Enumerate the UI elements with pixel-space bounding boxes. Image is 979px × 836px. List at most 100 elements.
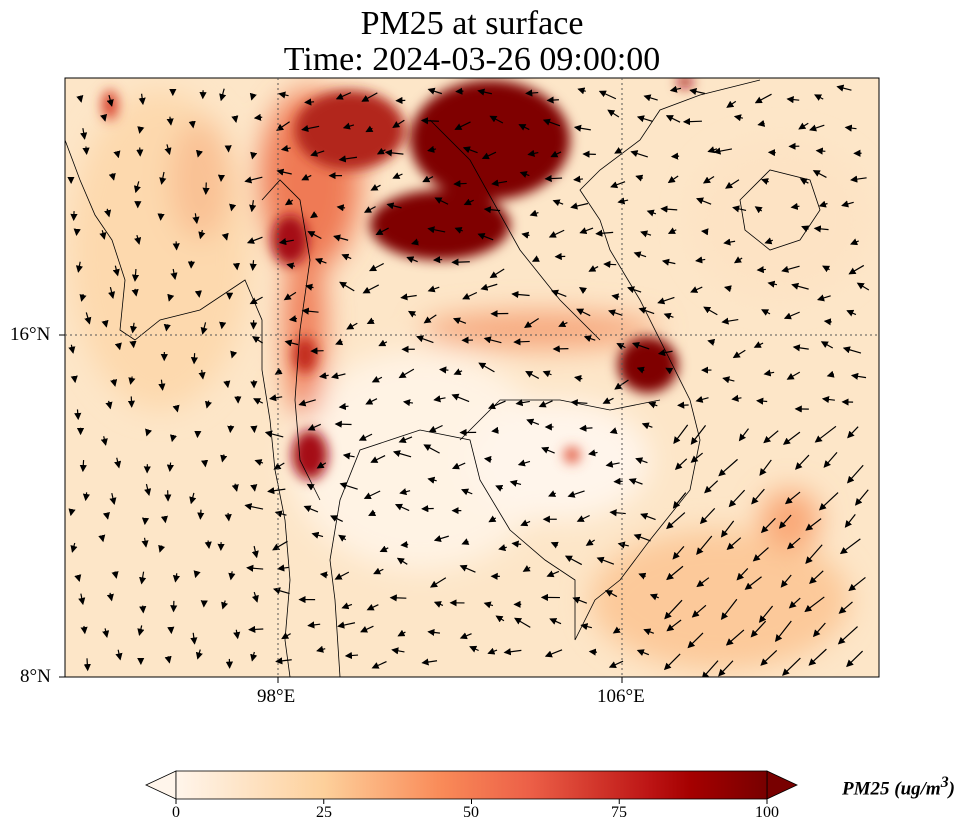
wind-arrow bbox=[246, 236, 263, 244]
wind-arrow bbox=[82, 492, 91, 502]
wind-arrow bbox=[786, 537, 801, 550]
wind-arrow bbox=[70, 542, 78, 553]
wind-arrow bbox=[812, 170, 827, 178]
wind-arrow bbox=[111, 571, 119, 579]
wind-arrow bbox=[491, 426, 499, 434]
wind-arrow bbox=[495, 615, 505, 623]
coastlines-borders bbox=[65, 79, 821, 677]
wind-arrow bbox=[198, 229, 206, 240]
wind-arrow bbox=[733, 114, 743, 122]
wind-arrow bbox=[579, 227, 594, 235]
wind-arrow bbox=[609, 509, 626, 517]
wind-arrow bbox=[529, 209, 539, 217]
wind-arrow bbox=[110, 378, 118, 387]
wind-arrow bbox=[194, 290, 202, 298]
wind-arrow bbox=[335, 338, 344, 346]
wind-arrow bbox=[588, 648, 597, 656]
wind-arrow bbox=[520, 519, 531, 527]
wind-arrow bbox=[781, 265, 800, 273]
wind-arrow bbox=[251, 545, 259, 559]
wind-arrow bbox=[646, 209, 657, 217]
wind-arrow bbox=[360, 625, 374, 633]
wind-arrow bbox=[106, 592, 114, 602]
wind-arrow bbox=[113, 150, 121, 159]
wind-arrow bbox=[631, 341, 650, 350]
wind-arrow bbox=[337, 621, 356, 629]
wind-arrow bbox=[427, 145, 437, 153]
wind-arrow bbox=[640, 512, 656, 521]
wind-arrow bbox=[823, 318, 832, 326]
wind-arrow bbox=[666, 619, 682, 632]
wind-arrow bbox=[83, 658, 91, 672]
wind-arrow bbox=[166, 462, 174, 472]
wind-arrow bbox=[231, 115, 239, 124]
wind-arrow bbox=[74, 574, 82, 583]
wind-arrow bbox=[105, 400, 113, 410]
wind-arrow bbox=[764, 237, 774, 245]
wind-arrow bbox=[411, 238, 419, 246]
wind-arrow bbox=[433, 535, 449, 543]
wind-arrow bbox=[190, 353, 198, 365]
wind-arrow bbox=[386, 202, 402, 210]
wind-arrow bbox=[477, 88, 492, 96]
wind-arrow bbox=[753, 341, 764, 348]
wind-arrow bbox=[249, 260, 257, 271]
wind-arrow bbox=[837, 626, 858, 645]
wind-arrow bbox=[477, 232, 494, 241]
wind-arrow bbox=[391, 647, 405, 655]
wind-arrow bbox=[754, 93, 772, 104]
wind-arrow bbox=[610, 181, 626, 189]
wind-arrow bbox=[249, 200, 257, 213]
wind-arrow bbox=[422, 175, 434, 183]
wind-arrow bbox=[814, 94, 824, 101]
wind-arrow bbox=[489, 115, 504, 124]
wind-arrow bbox=[272, 587, 290, 595]
wind-arrow bbox=[267, 487, 286, 495]
wind-arrow bbox=[689, 88, 706, 96]
wind-arrow bbox=[636, 115, 653, 123]
wind-arrow bbox=[392, 450, 412, 458]
wind-arrow bbox=[548, 490, 557, 497]
wind-arrow bbox=[334, 571, 350, 580]
wind-arrow bbox=[760, 649, 778, 666]
wind-arrow bbox=[564, 555, 583, 566]
wind-arrow bbox=[721, 317, 739, 325]
wind-arrow bbox=[839, 538, 861, 555]
wind-arrow bbox=[128, 376, 136, 385]
wind-arrow bbox=[462, 291, 478, 300]
wind-arrow bbox=[339, 482, 358, 490]
wind-arrow bbox=[487, 647, 498, 655]
wind-arrow bbox=[166, 116, 174, 126]
wind-arrow bbox=[763, 369, 775, 377]
wind-arrow bbox=[648, 401, 658, 409]
wind-arrow bbox=[423, 314, 437, 324]
wind-arrow bbox=[451, 462, 466, 470]
wind-arrow bbox=[527, 149, 539, 157]
wind-arrow bbox=[115, 649, 123, 661]
wind-arrow bbox=[144, 483, 152, 496]
wind-arrow bbox=[363, 206, 376, 213]
axis-ticks bbox=[59, 334, 623, 683]
wind-arrow bbox=[192, 213, 200, 225]
wind-arrow bbox=[433, 395, 446, 403]
plot-title-line2: Time: 2024-03-26 09:00:00 bbox=[283, 41, 661, 78]
wind-arrow bbox=[397, 629, 406, 637]
colorbar-label: PM25 (ug/m3) bbox=[842, 774, 955, 800]
colorbar-label-close: ) bbox=[948, 778, 955, 800]
wind-arrow bbox=[164, 655, 172, 664]
wind-arrow bbox=[398, 368, 415, 379]
wind-arrow bbox=[379, 545, 389, 553]
colorbar bbox=[145, 770, 798, 804]
wind-arrow bbox=[809, 570, 824, 585]
wind-arrow bbox=[522, 565, 531, 572]
wind-arrow bbox=[836, 84, 852, 92]
wind-arrow bbox=[627, 286, 642, 294]
wind-arrow bbox=[850, 238, 859, 246]
wind-arrow bbox=[674, 458, 688, 470]
wind-arrow bbox=[704, 480, 719, 494]
wind-arrow bbox=[316, 461, 327, 469]
wind-arrow bbox=[723, 285, 732, 293]
wind-arrow bbox=[139, 571, 147, 585]
wind-arrow bbox=[815, 147, 826, 155]
wind-arrow bbox=[336, 204, 346, 212]
